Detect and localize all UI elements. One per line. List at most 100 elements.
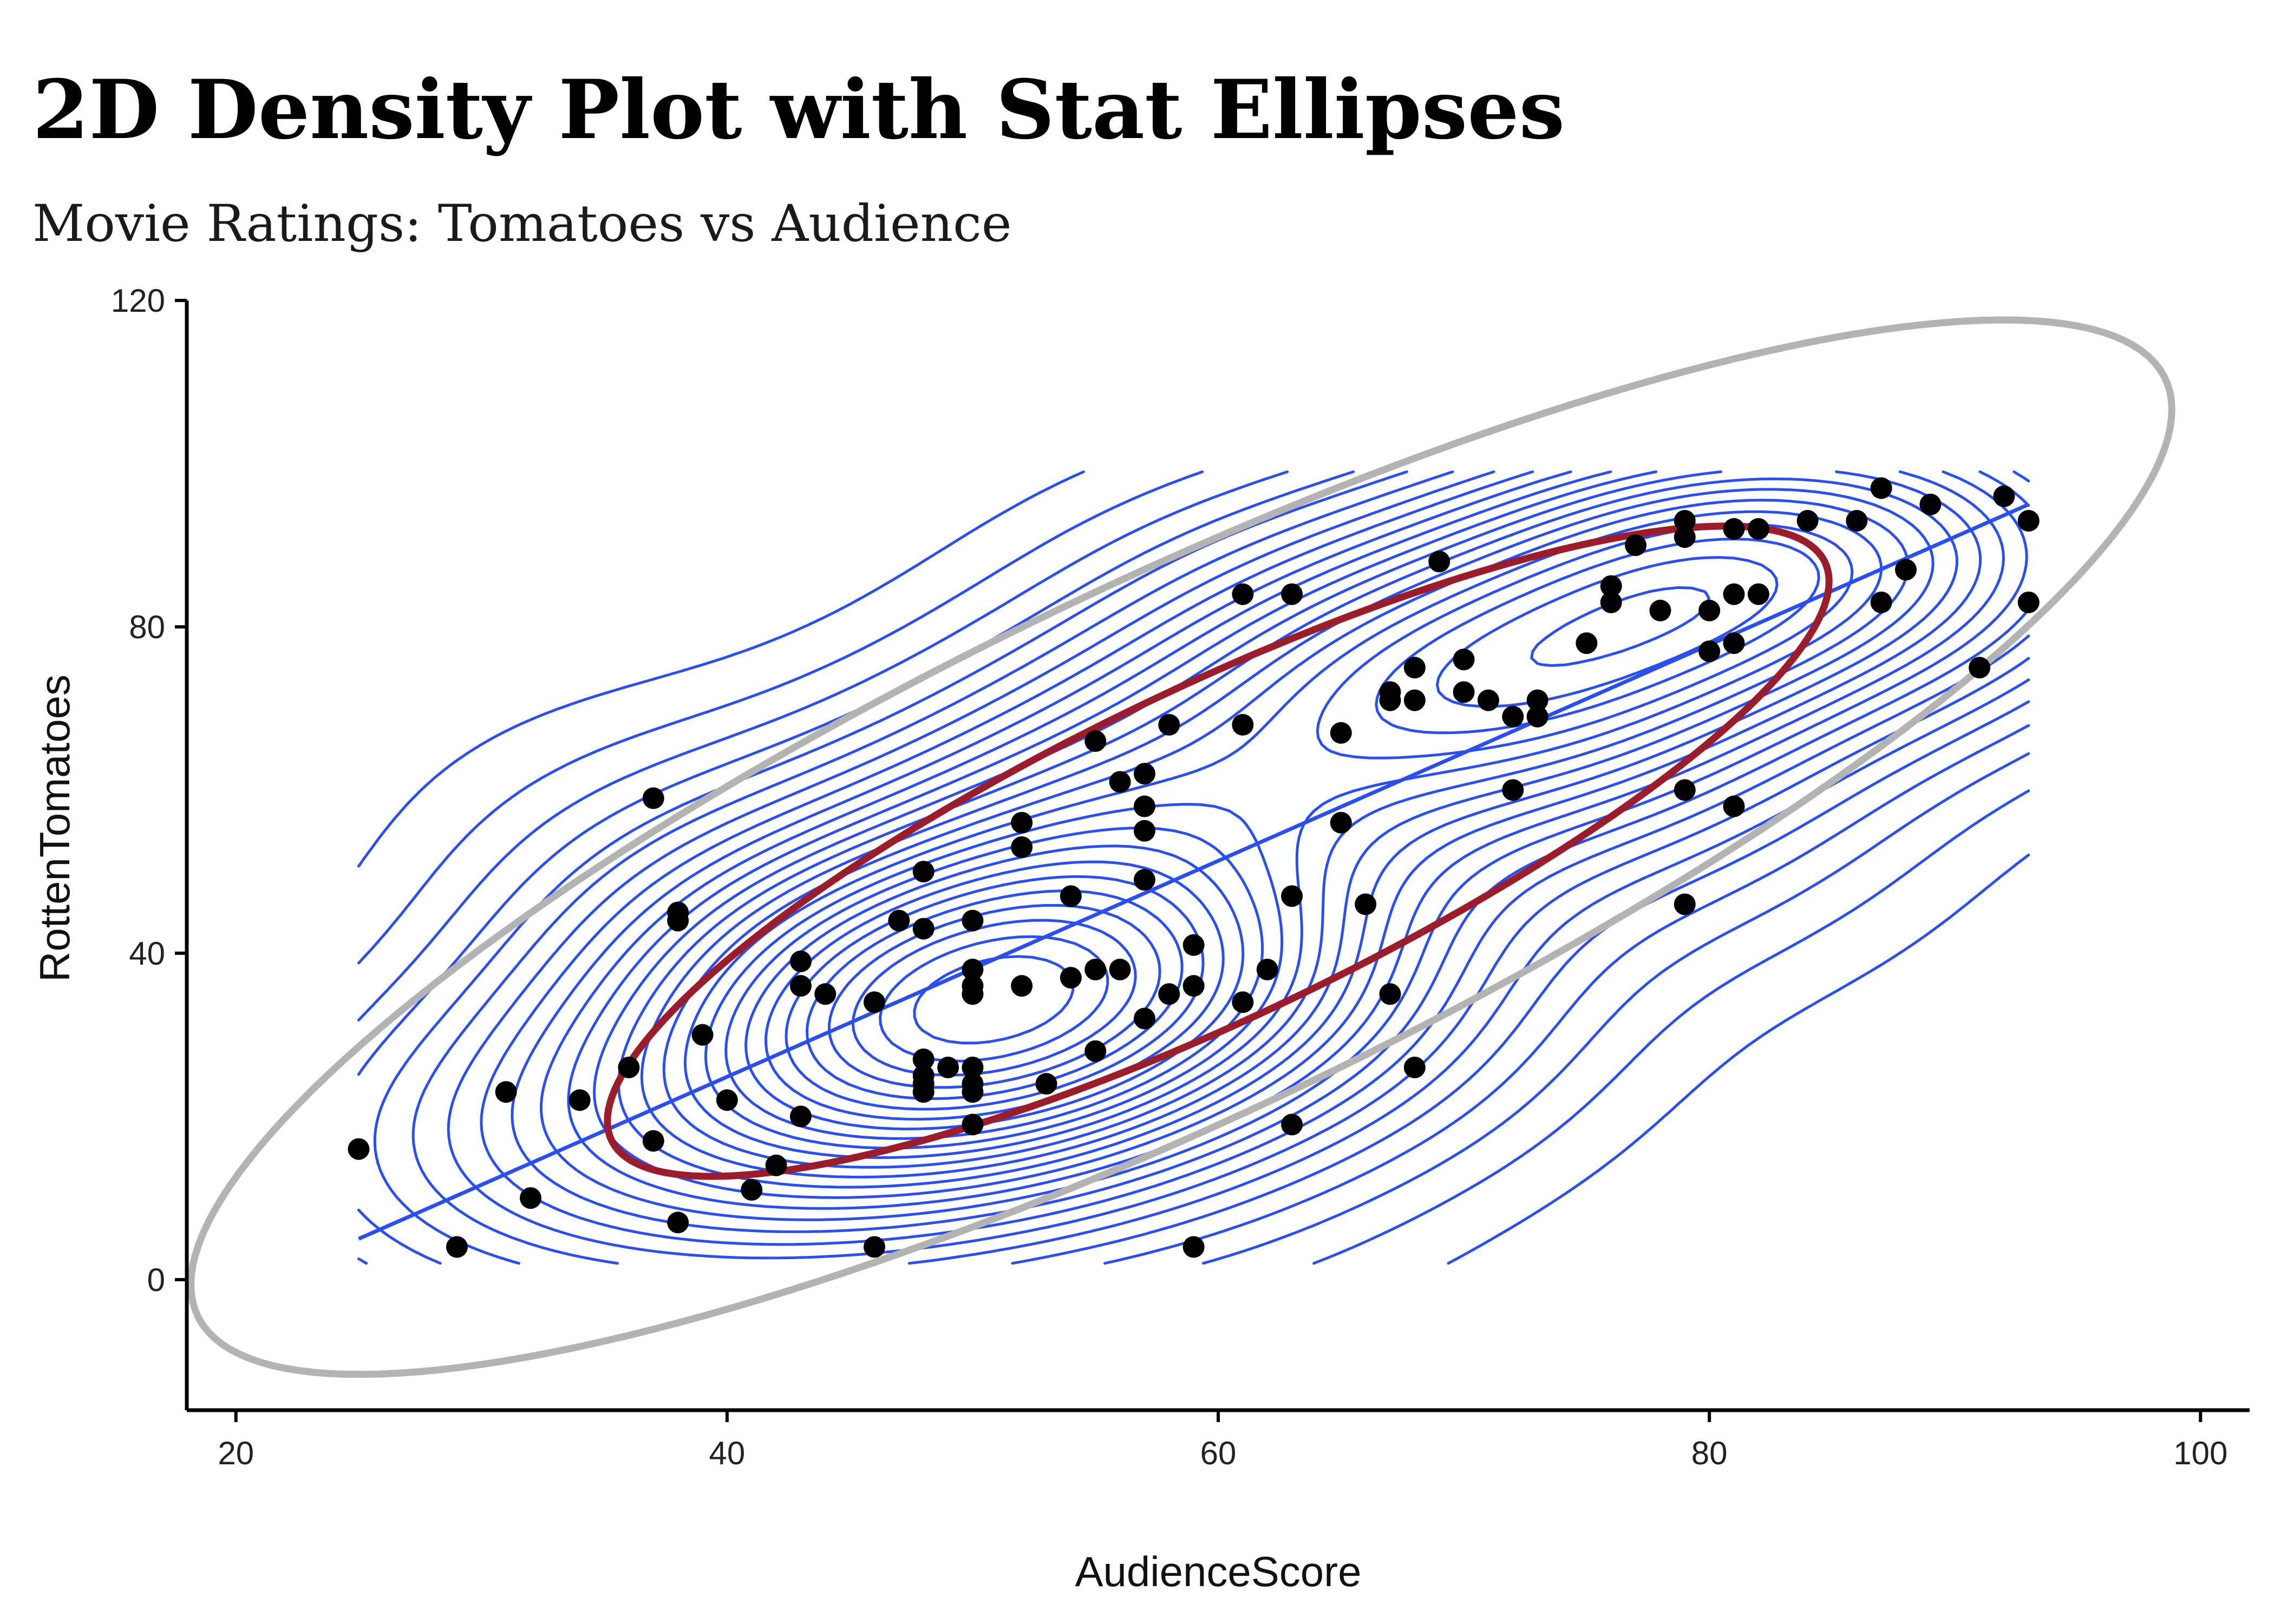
density-contour: [704, 523, 1854, 1150]
data-points: [348, 477, 2040, 1258]
data-point: [642, 1130, 664, 1152]
data-point: [1182, 934, 1205, 956]
data-point: [1330, 811, 1352, 834]
data-point: [1674, 509, 1696, 532]
data-point: [1477, 689, 1499, 711]
data-point: [1158, 713, 1180, 736]
data-point: [962, 1056, 984, 1078]
data-point: [1600, 575, 1622, 597]
density-contour: [357, 470, 2030, 1265]
data-point: [789, 975, 812, 997]
data-point: [1379, 689, 1401, 711]
data-point: [1526, 689, 1548, 711]
data-point: [1969, 657, 1991, 679]
data-point: [1649, 599, 1671, 621]
data-point: [1723, 632, 1745, 654]
density-contour: [480, 470, 2030, 1246]
data-point: [912, 1081, 935, 1103]
x-tick-label: 60: [1200, 1435, 1237, 1471]
regression-layer: [358, 502, 2030, 1241]
data-point: [1084, 959, 1107, 981]
x-tick-label: 100: [2173, 1435, 2227, 1471]
data-point: [1993, 485, 2015, 507]
data-point: [1133, 820, 1155, 842]
data-point: [814, 983, 837, 1005]
x-axis-ticks: 20 40 60 80 100: [218, 1410, 2227, 1471]
data-point: [1232, 713, 1254, 736]
data-point: [1625, 534, 1647, 556]
data-point: [1011, 811, 1033, 834]
density-contour: [617, 477, 1958, 1189]
data-point: [1526, 705, 1548, 728]
x-tick-label: 80: [1691, 1435, 1728, 1471]
axes: [185, 300, 2250, 1412]
data-point: [1674, 779, 1696, 801]
data-point: [1674, 893, 1696, 915]
data-point: [1133, 795, 1155, 817]
data-point: [1133, 1007, 1155, 1030]
density-contour: [640, 488, 1935, 1178]
data-point: [962, 959, 984, 981]
chart-subtitle: Movie Ratings: Tomatoes vs Audience: [32, 194, 1011, 253]
chart-title: 2D Density Plot with Stat Ellipses: [32, 62, 1565, 158]
data-point: [1698, 640, 1721, 663]
x-axis-title: AudienceScore: [1075, 1548, 1361, 1595]
data-point: [962, 1114, 984, 1136]
ellipse-outer: [187, 316, 2175, 1378]
y-tick-label: 0: [147, 1262, 165, 1298]
data-point: [1256, 959, 1278, 981]
data-point: [912, 861, 935, 883]
data-point: [716, 1089, 738, 1111]
density-contours: [357, 470, 2030, 1265]
density-contour: [540, 470, 2028, 1221]
data-point: [1895, 559, 1917, 581]
data-point: [1355, 893, 1377, 915]
data-point: [1453, 649, 1475, 671]
data-point: [1600, 591, 1622, 613]
data-point: [1281, 885, 1303, 907]
density-contour: [828, 903, 1161, 1089]
data-point: [1379, 983, 1401, 1005]
data-point: [495, 1081, 517, 1103]
data-point: [1330, 722, 1352, 744]
data-point: [667, 909, 689, 932]
density-contour: [373, 470, 2030, 1265]
y-tick-label: 80: [129, 609, 165, 645]
data-point: [1133, 763, 1155, 785]
data-point: [1428, 551, 1450, 573]
data-point: [1674, 526, 1696, 548]
data-point: [789, 1105, 812, 1128]
data-point: [568, 1089, 591, 1111]
data-point: [1846, 509, 1868, 532]
density-contour: [357, 470, 2030, 1265]
data-point: [1870, 477, 1892, 499]
data-point: [912, 1048, 935, 1070]
data-point: [1870, 591, 1892, 613]
data-point: [1060, 967, 1082, 989]
data-point: [962, 909, 984, 932]
density-contour: [724, 538, 1820, 1140]
data-point: [1747, 583, 1769, 605]
y-tick-label: 120: [111, 283, 165, 319]
density-contour: [357, 470, 2030, 1265]
data-point: [1109, 959, 1131, 981]
data-point: [1084, 730, 1107, 752]
data-point: [1232, 991, 1254, 1013]
data-point: [1011, 975, 1033, 997]
data-point: [888, 909, 910, 932]
data-point: [1698, 599, 1721, 621]
data-point: [1403, 689, 1426, 711]
density-contour: [567, 470, 2005, 1210]
data-point: [864, 1236, 885, 1258]
data-point: [1281, 583, 1303, 605]
data-point: [1035, 1073, 1057, 1095]
data-point: [1011, 836, 1033, 858]
data-point: [1084, 1040, 1107, 1062]
y-axis-title: RottenTomatoes: [31, 675, 79, 982]
data-point: [667, 1212, 689, 1234]
data-point: [1723, 518, 1745, 540]
data-point: [1281, 1114, 1303, 1136]
data-point: [1158, 983, 1180, 1005]
data-point: [1502, 705, 1524, 728]
